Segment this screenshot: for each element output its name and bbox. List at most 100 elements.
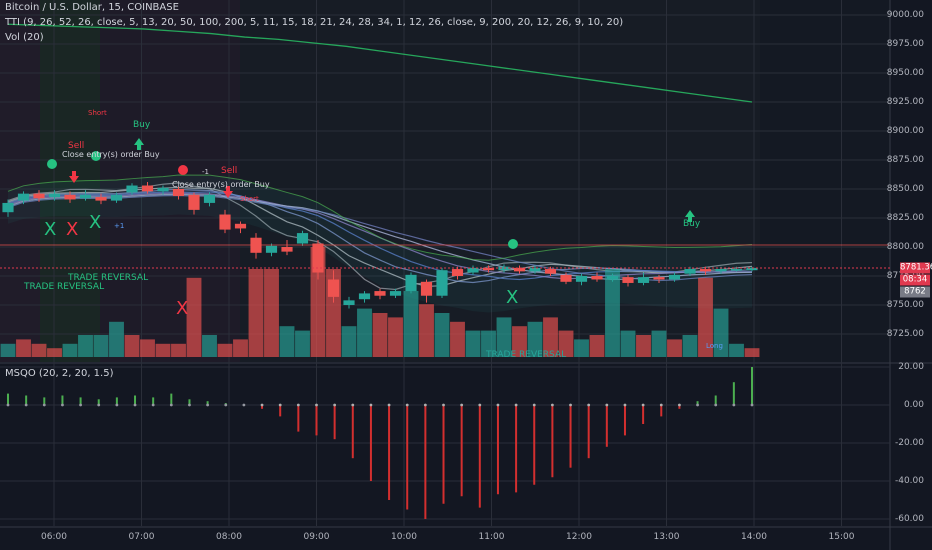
msqo-zero-dot: [750, 403, 754, 407]
symbol-legend[interactable]: Bitcoin / U.S. Dollar, 15, COINBASE: [5, 2, 179, 13]
buy-arrow-icon: [134, 138, 144, 150]
oscillator-pane[interactable]: [0, 364, 890, 526]
candle-body: [467, 267, 479, 273]
msqo-zero-dot: [79, 403, 82, 407]
candle-body: [668, 274, 681, 280]
volume-bar: [0, 343, 16, 357]
msqo-zero-dot: [333, 403, 337, 407]
candle-body: [529, 267, 541, 272]
volume-bar: [217, 343, 233, 357]
volume-bar: [574, 339, 589, 357]
countdown-tag: 08:34: [900, 274, 930, 286]
sell-signal-dot: [178, 165, 188, 175]
time-axis-label: 07:00: [128, 532, 155, 542]
price-axis-label: 8850.00: [886, 184, 924, 194]
price-axis-label: 8725.00: [886, 329, 924, 339]
price-axis-label: 8750.00: [886, 300, 924, 310]
volume-bar: [186, 277, 202, 357]
price-axis-label: 8875.00: [886, 155, 924, 165]
msqo-zero-dot: [587, 403, 591, 407]
msqo-zero-dot: [242, 403, 246, 407]
volume-bar: [434, 313, 450, 357]
msqo-legend[interactable]: MSQO (20, 2, 20, 1.5): [5, 368, 114, 379]
volume-bar: [698, 277, 713, 357]
time-axis-label: 09:00: [303, 532, 330, 542]
trade-reversal-label: TRADE REVERSAL: [68, 273, 149, 283]
volume-bar: [372, 313, 388, 357]
candle-body: [157, 187, 169, 192]
msqo-histogram: [6, 367, 754, 519]
buy-signal-dot: [508, 239, 518, 249]
volume-bar: [248, 269, 264, 357]
buy-signal-dot: [47, 159, 57, 169]
candle-body: [575, 276, 588, 282]
ma-200-line: [7, 23, 753, 103]
time-axis-label: 13:00: [653, 532, 680, 542]
msqo-zero-dot: [115, 403, 119, 407]
msqo-zero-dot: [224, 403, 228, 407]
volume-bar: [636, 335, 651, 357]
buy-label: Buy: [683, 219, 701, 229]
msqo-zero-dot: [714, 403, 718, 407]
candle-body: [296, 233, 309, 244]
msqo-zero-dot: [532, 403, 536, 407]
msqo-zero-dot: [678, 403, 681, 407]
trade-annotations: [47, 138, 695, 249]
msqo-zero-dot: [296, 403, 300, 407]
secondary-price-tag: 8762: [900, 286, 930, 298]
time-axis-label: 08:00: [216, 532, 242, 542]
msqo-zero-dot: [460, 403, 464, 407]
volume-bar: [543, 317, 558, 357]
volume-bar: [109, 321, 124, 357]
candle-body: [622, 277, 634, 283]
msqo-zero-dot: [732, 403, 736, 407]
buy-arrow-icon: [685, 210, 695, 222]
candle-body: [17, 193, 30, 201]
candle-body: [126, 185, 138, 193]
tti-indicator-legend[interactable]: TTI (9, 26, 52, 26, close, 5, 13, 20, 50…: [5, 17, 624, 28]
msqo-zero-dot: [387, 403, 391, 407]
volume-bar: [124, 335, 140, 357]
msqo-zero-dot: [405, 403, 409, 407]
msqo-zero-dot: [569, 403, 572, 407]
volume-bar: [589, 335, 605, 357]
volume-bar: [47, 348, 62, 357]
volume-bar: [341, 326, 357, 357]
exit-x-mark: X: [89, 212, 102, 233]
session-shade: [100, 0, 240, 362]
osc-axis-label: -60.00: [894, 514, 924, 524]
sell-label: Sell: [68, 141, 85, 151]
exit-x-mark: X: [506, 287, 519, 308]
msqo-zero-dot: [478, 403, 482, 407]
candle-body: [203, 194, 216, 203]
candle-body: [606, 276, 619, 280]
msqo-zero-dot: [260, 403, 264, 407]
osc-axis-label: -40.00: [894, 476, 924, 486]
volume-bar: [310, 247, 326, 357]
msqo-zero-dot: [6, 403, 10, 407]
candle-body: [265, 245, 278, 253]
volume-bar: [233, 339, 248, 357]
volume-bar: [620, 330, 636, 357]
buy-signal-dot: [91, 151, 101, 161]
candle-body: [95, 197, 107, 201]
exit-x-mark: X: [44, 219, 57, 240]
long-label: Long: [706, 342, 723, 350]
candle-body: [64, 194, 76, 200]
time-axis-label: 15:00: [828, 532, 855, 542]
close-entry-label: Close entry(s) order Buy: [62, 150, 160, 159]
price-axis-label: 8800.00: [886, 242, 924, 252]
price-axis-label: 9000.00: [886, 10, 924, 20]
candle-body: [482, 267, 495, 271]
volume-bar: [78, 335, 93, 357]
msqo-zero-dot: [351, 403, 355, 407]
msqo-zero-dot: [151, 403, 155, 407]
volume-bar: [481, 330, 496, 357]
msqo-zero-dot: [442, 403, 445, 407]
msqo-zero-dot: [696, 403, 699, 407]
candlesticks: [2, 182, 758, 309]
volume-legend[interactable]: Vol (20): [5, 32, 44, 43]
exit-x-mark: X: [66, 219, 79, 240]
